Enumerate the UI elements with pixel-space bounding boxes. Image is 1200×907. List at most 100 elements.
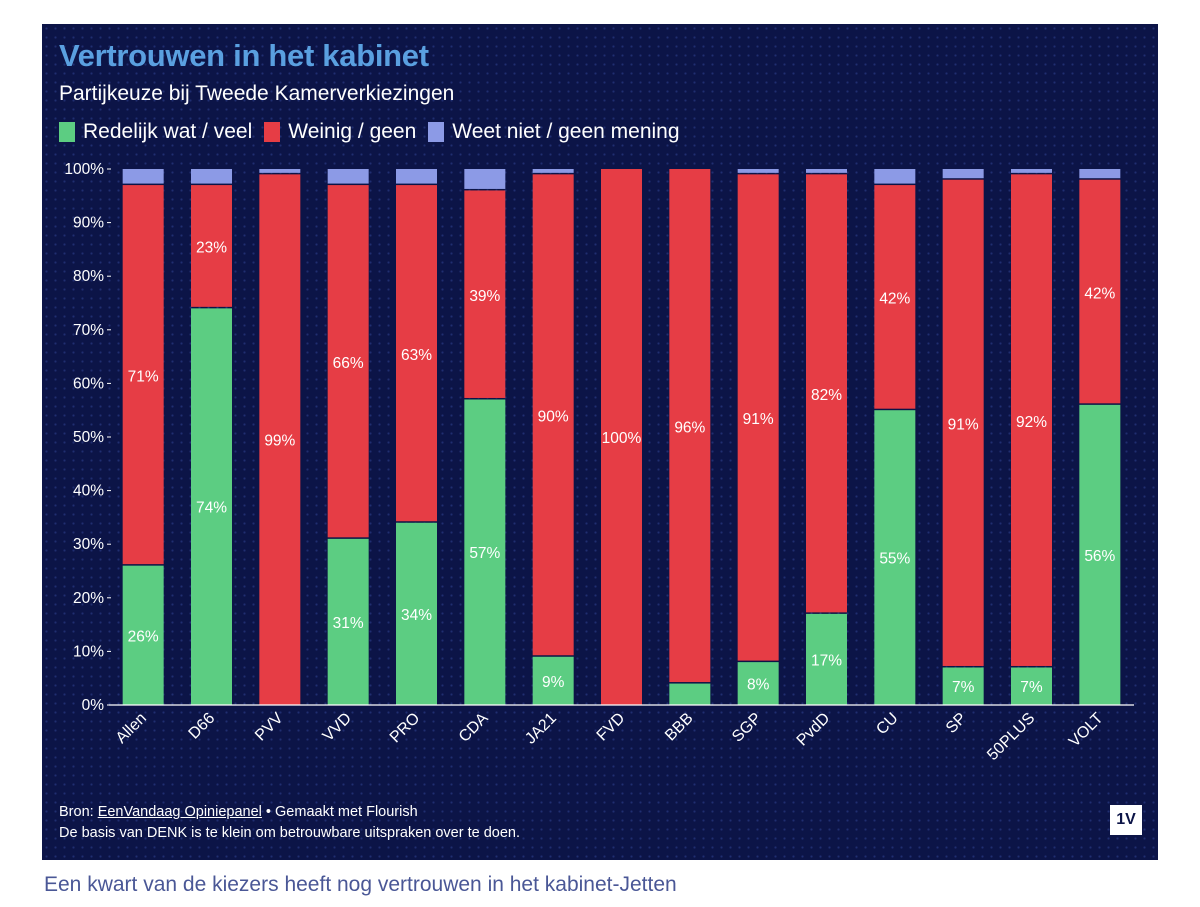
legend-item-redelijk[interactable]: Redelijk wat / veel bbox=[59, 120, 252, 144]
data-label: 55% bbox=[879, 551, 910, 568]
x-tick-label: 50PLUS bbox=[984, 710, 1038, 764]
bar-segment bbox=[1079, 169, 1121, 179]
data-label: 63% bbox=[401, 347, 432, 364]
source-prefix: Bron: bbox=[59, 804, 98, 820]
data-label: 42% bbox=[1084, 285, 1115, 302]
source-suffix: • Gemaakt met Flourish bbox=[261, 804, 418, 820]
bar-segment bbox=[1011, 169, 1052, 173]
bar-segment bbox=[806, 174, 847, 613]
eenvandaag-logo[interactable]: 1V bbox=[1110, 805, 1142, 835]
bar-segment bbox=[737, 174, 779, 661]
data-label: 34% bbox=[401, 607, 432, 624]
bar-segment bbox=[1011, 174, 1052, 666]
data-label: 82% bbox=[811, 387, 842, 404]
bar-segment bbox=[122, 185, 164, 565]
y-tick-label: 30% bbox=[73, 536, 104, 553]
bar-segment bbox=[396, 522, 437, 705]
bar-segment bbox=[327, 185, 369, 538]
bar-segment bbox=[532, 174, 574, 656]
y-tick-label: 50% bbox=[73, 429, 104, 446]
bar-segment bbox=[191, 169, 232, 184]
y-tick-label: 20% bbox=[73, 590, 104, 607]
x-tick-label: PvdD bbox=[794, 710, 834, 750]
bar-segment bbox=[191, 185, 232, 307]
footer-note: De basis van DENK is te klein om betrouw… bbox=[59, 825, 521, 841]
x-tick-label: JA21 bbox=[522, 710, 560, 748]
bar-segment bbox=[874, 410, 916, 705]
x-tick-label: SP bbox=[943, 710, 970, 737]
data-label: 42% bbox=[879, 291, 910, 308]
x-tick-label: SGP bbox=[729, 710, 765, 746]
bar-segment bbox=[669, 169, 711, 683]
x-tick-label: BBB bbox=[662, 710, 697, 745]
data-label: 26% bbox=[128, 628, 159, 645]
data-label: 66% bbox=[333, 355, 364, 372]
bar-segment bbox=[327, 169, 369, 184]
legend: Redelijk wat / veel Weinig / geen Weet n… bbox=[59, 120, 692, 144]
data-label: 74% bbox=[196, 500, 227, 517]
bar-segment bbox=[259, 169, 301, 173]
bar-segment bbox=[396, 169, 437, 184]
chart-card: Vertrouwen in het kabinet Partijkeuze bi… bbox=[42, 24, 1158, 860]
x-tick-label: Allen bbox=[113, 710, 150, 747]
legend-swatch bbox=[59, 122, 75, 142]
data-label: 71% bbox=[128, 368, 159, 385]
data-label: 56% bbox=[1084, 548, 1115, 565]
legend-label: Redelijk wat / veel bbox=[83, 120, 253, 143]
bar-segment bbox=[942, 179, 984, 666]
bar-segment bbox=[327, 538, 369, 705]
legend-item-weet-niet[interactable]: Weet niet / geen mening bbox=[428, 120, 680, 144]
y-tick-label: 90% bbox=[73, 215, 104, 232]
y-tick-label: 60% bbox=[73, 375, 104, 392]
source-link[interactable]: EenVandaag Opiniepanel bbox=[97, 804, 262, 820]
x-tick-label: D66 bbox=[186, 710, 219, 743]
bar-segment bbox=[464, 399, 506, 705]
legend-label: Weinig / geen bbox=[288, 120, 417, 143]
bar-segment bbox=[532, 169, 574, 173]
bar-segment bbox=[122, 565, 164, 705]
data-label: 39% bbox=[469, 288, 500, 305]
y-tick-label: 40% bbox=[73, 483, 104, 500]
data-label: 8% bbox=[747, 677, 770, 694]
bar-segment bbox=[669, 683, 711, 705]
data-label: 100% bbox=[602, 430, 642, 447]
x-tick-label: VOLT bbox=[1066, 710, 1107, 751]
bar-segment bbox=[942, 667, 984, 705]
x-tick-label: PVV bbox=[252, 710, 287, 745]
legend-swatch bbox=[428, 122, 445, 142]
y-tick-label: 10% bbox=[73, 643, 104, 660]
data-label: 57% bbox=[469, 545, 500, 562]
bar-segment bbox=[737, 169, 779, 173]
data-label: 90% bbox=[538, 409, 569, 426]
legend-label: Weet niet / geen mening bbox=[452, 120, 680, 143]
data-label: 99% bbox=[264, 433, 295, 450]
y-tick-label: 80% bbox=[73, 268, 104, 285]
bar-segment bbox=[532, 656, 574, 705]
y-tick-label: 100% bbox=[64, 161, 104, 178]
bar-segment bbox=[806, 613, 847, 705]
source-line: Bron: EenVandaag Opiniepanel • Gemaakt m… bbox=[59, 802, 520, 823]
data-label: 23% bbox=[196, 240, 227, 257]
data-label: 91% bbox=[948, 417, 979, 434]
chart-title: Vertrouwen in het kabinet bbox=[59, 38, 429, 73]
data-label: 31% bbox=[333, 615, 364, 632]
x-tick-label: FVD bbox=[594, 710, 629, 745]
data-label: 7% bbox=[1020, 679, 1043, 696]
bar-segment bbox=[396, 185, 437, 522]
bar-segment bbox=[874, 185, 916, 409]
data-label: 7% bbox=[952, 679, 975, 696]
bar-segment bbox=[737, 662, 779, 705]
data-label: 92% bbox=[1016, 414, 1047, 431]
bar-segment bbox=[1079, 404, 1121, 705]
y-tick-label: 70% bbox=[73, 322, 104, 339]
x-tick-label: CU bbox=[873, 710, 901, 738]
stacked-bar-chart: 0% 10% 20% 30% 40% 50% 60% 70% 80% 90% 100% 26% 71% A… bbox=[64, 161, 1134, 764]
bar-segment bbox=[191, 308, 232, 705]
bar-segment bbox=[464, 190, 506, 398]
x-tick-label: VVD bbox=[320, 710, 355, 745]
bar-segment bbox=[601, 169, 642, 705]
x-tick-label: PRO bbox=[387, 710, 424, 747]
legend-item-weinig[interactable]: Weinig / geen bbox=[264, 120, 416, 144]
bar-segment bbox=[122, 169, 164, 184]
image-caption: Een kwart van de kiezers heeft nog vertr… bbox=[44, 873, 677, 896]
